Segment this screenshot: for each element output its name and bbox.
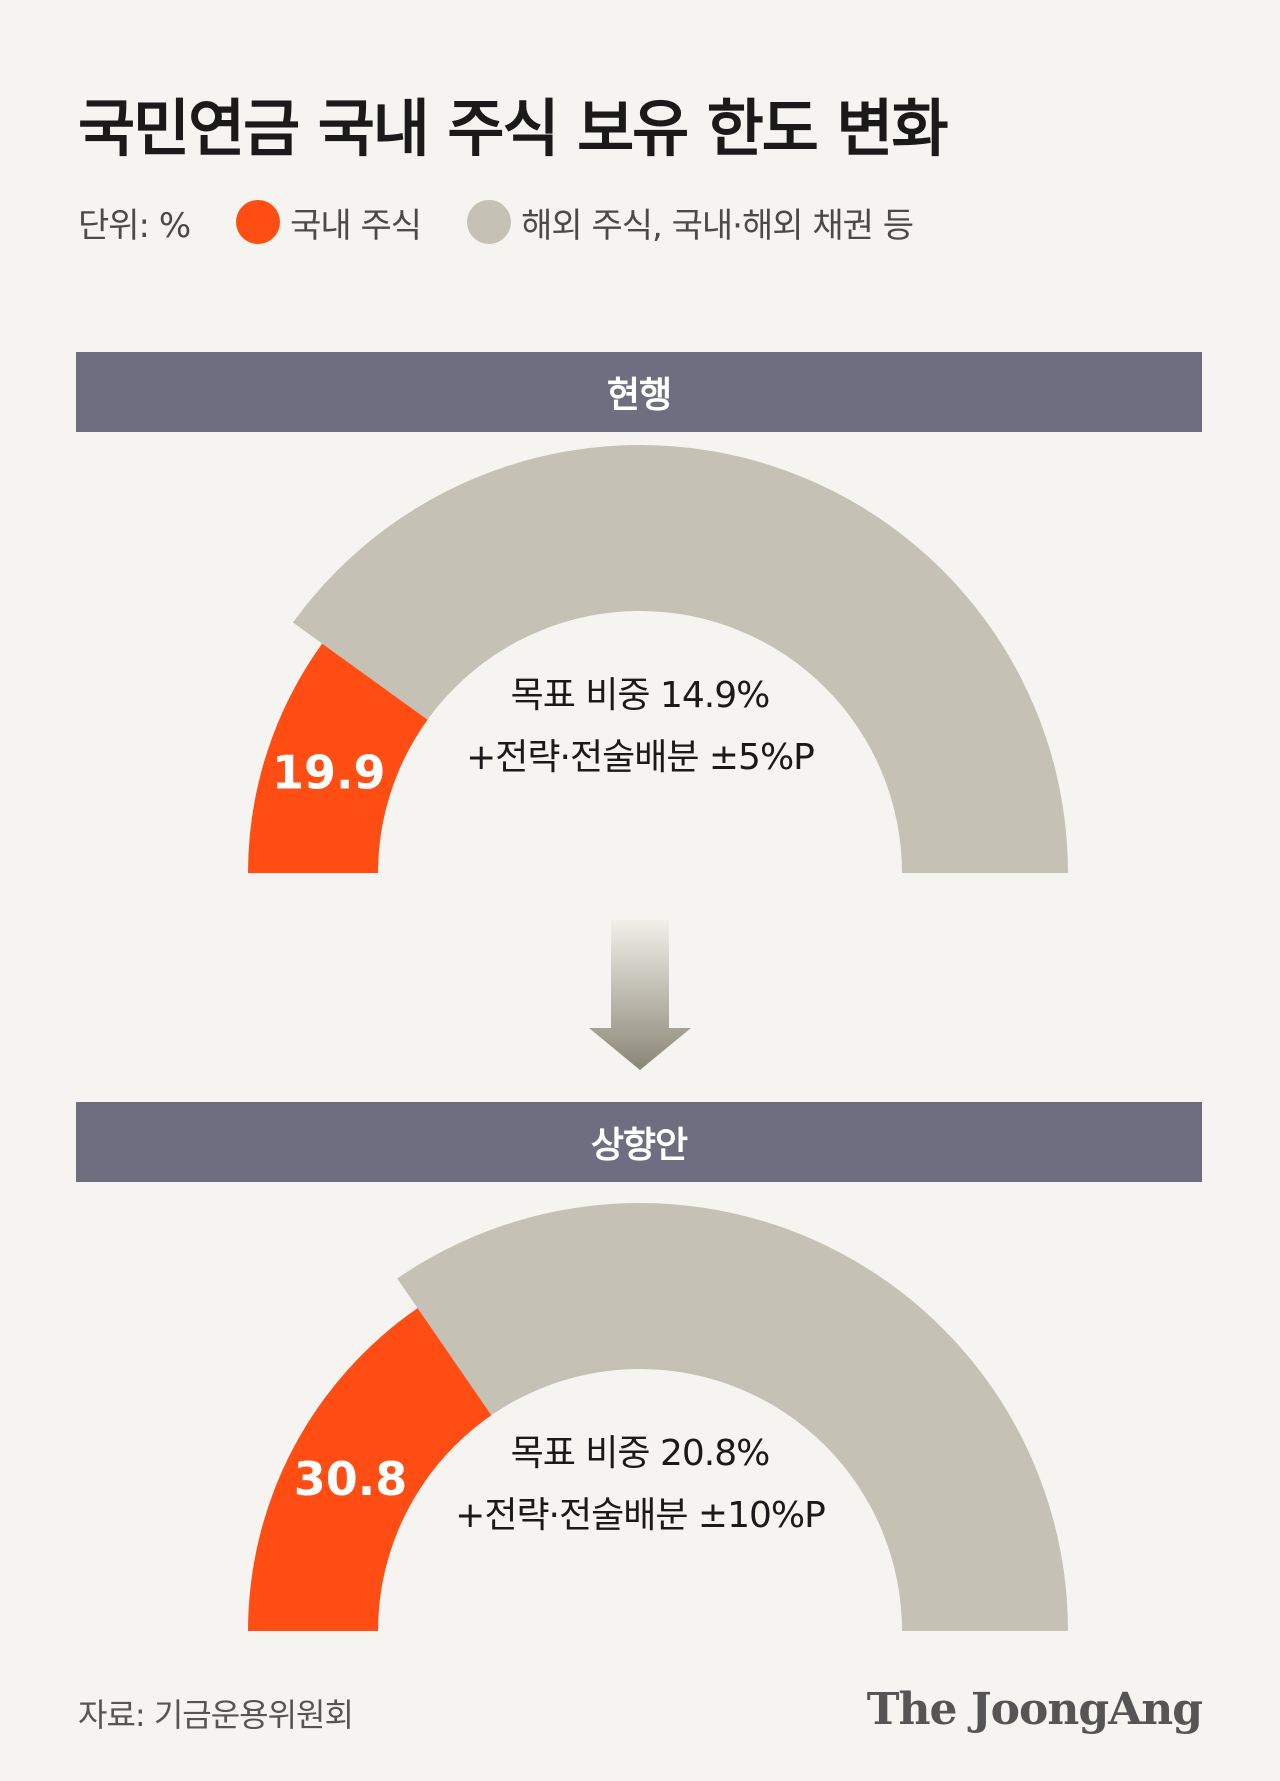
panel-banner-proposal: 상향안 — [76, 1102, 1202, 1182]
gauge-band-text-current: +전략·전술배분 ±5%P — [466, 737, 814, 778]
legend-item-other: 해외 주식, 국내·해외 채권 등 — [467, 198, 914, 247]
publisher-logo: The JoongAng — [866, 1684, 1203, 1735]
legend-dot-other — [467, 200, 512, 244]
gauge-target-text-proposal: 목표 비중 20.8% — [511, 1433, 770, 1474]
down-arrow-icon — [588, 920, 692, 1074]
source-note: 자료: 기금운용위원회 — [78, 1696, 354, 1734]
chart-title: 국민연금 국내 주식 보유 한도 변화 — [78, 92, 948, 165]
gauge-current: 19.9 목표 비중 14.9% +전략·전술배분 ±5%P — [0, 440, 1280, 880]
gauge-inner-proposal — [378, 1369, 902, 1631]
gauge-target-text-current: 목표 비중 14.9% — [511, 675, 770, 716]
gauge-band-text-proposal: +전략·전술배분 ±10%P — [455, 1495, 825, 1536]
gauge-value-label-proposal: 30.8 — [294, 1452, 408, 1506]
legend-label-domestic: 국내 주식 — [290, 205, 422, 246]
gauge-inner-current — [378, 611, 902, 873]
unit-label: 단위: % — [78, 205, 191, 246]
panel-banner-current: 현행 — [76, 352, 1202, 432]
legend-dot-domestic — [236, 200, 281, 244]
legend-item-domestic: 국내 주식 — [236, 198, 422, 247]
gauge-proposal: 30.8 목표 비중 20.8% +전략·전술배분 ±10%P — [0, 1198, 1280, 1638]
gauge-value-label-current: 19.9 — [272, 745, 386, 799]
legend-label-other: 해외 주식, 국내·해외 채권 등 — [521, 205, 914, 246]
gauge-svg-current: 19.9 목표 비중 14.9% +전략·전술배분 ±5%P — [248, 445, 1068, 873]
gauge-svg-proposal: 30.8 목표 비중 20.8% +전략·전술배분 ±10%P — [248, 1203, 1069, 1631]
legend: 단위: % 국내 주식 해외 주식, 국내·해외 채권 등 — [78, 196, 959, 248]
